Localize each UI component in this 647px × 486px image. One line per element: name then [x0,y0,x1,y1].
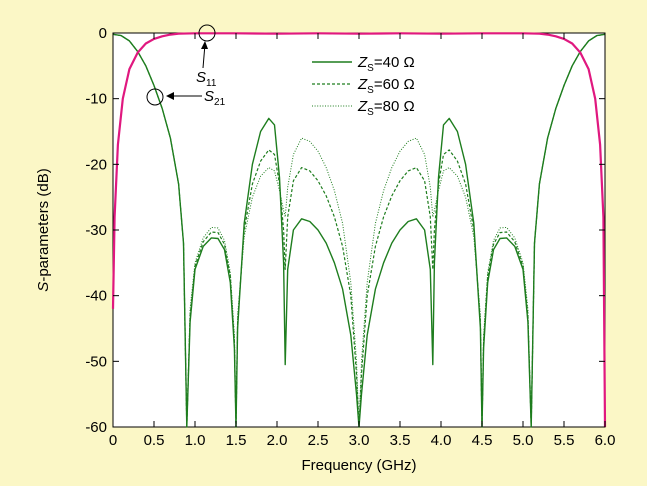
s21-marker-circle [146,88,164,106]
s11-arrow-head [201,41,208,49]
y-tick-label: -30 [85,222,107,239]
x-tick-label: 2.0 [267,432,288,449]
y-tick-label: 0 [99,25,107,42]
plot-area [112,32,606,428]
x-tick-label: 4.5 [472,432,493,449]
x-tick-label: 1.5 [226,432,247,449]
x-tick-label: 5.0 [513,432,534,449]
legend-label-40: ZS=40 Ω [357,54,415,74]
x-tick-label: 0 [109,432,117,449]
x-tick-label: 6.0 [595,432,616,449]
x-tick-label: 0.5 [144,432,165,449]
y-tick-label: -40 [85,288,107,305]
legend-label-60: ZS=60 Ω [357,76,415,96]
y-tick-label: -20 [85,156,107,173]
s11-marker-circle [198,24,216,42]
s21-arrow-head [166,92,174,100]
legend-label-80: ZS=80 Ω [357,98,415,118]
s11-label: S11 [196,69,217,89]
legend: ZS=40 Ω ZS=60 Ω ZS=80 Ω [312,54,415,118]
x-tick-label: 4.0 [431,432,452,449]
ticks-layer: 0 0.5 1.0 1.5 2.0 2.5 3.0 3.5 4.0 4.5 5.0 5.5 6.0 0 -1… [85,25,615,449]
y-tick-label: -50 [85,353,107,370]
x-tick-label: 2.5 [308,432,329,449]
x-tick-label: 3.5 [390,432,411,449]
x-tick-label: 5.5 [554,432,575,449]
y-axis-title: S-parameters (dB) [35,168,52,291]
y-tick-label: -10 [85,91,107,108]
x-tick-label: 3.0 [349,432,370,449]
x-tick-label: 1.0 [185,432,206,449]
x-axis-title: Frequency (GHz) [301,457,416,474]
s11-annotation: S11 [196,24,217,89]
y-tick-label: -60 [85,419,107,436]
s21-label: S21 [204,88,226,108]
s21-annotation: S21 [146,88,226,108]
